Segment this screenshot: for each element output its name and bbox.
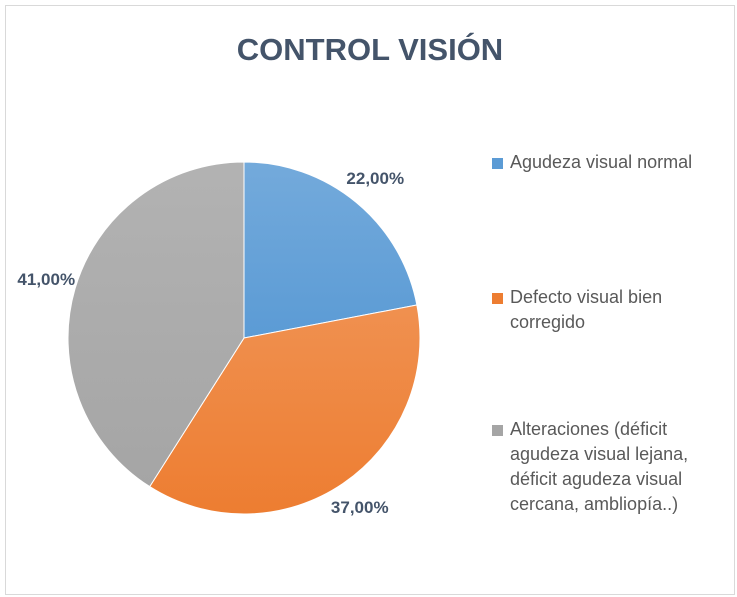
legend-label: Agudeza visual normal <box>510 152 693 172</box>
data-label: 22,00% <box>346 169 404 188</box>
pie-slice <box>243 161 418 339</box>
data-label: 37,00% <box>331 498 389 517</box>
legend-label: Alteraciones (déficit agudeza visual lej… <box>510 419 689 514</box>
legend-label: Defecto visual bien corregido <box>510 287 663 332</box>
pie-slice <box>67 161 245 488</box>
legend-entry: Alteraciones (déficit agudeza visual lej… <box>492 417 727 517</box>
pie-slice <box>149 304 421 515</box>
legend-entry: Defecto visual bien corregido <box>492 285 727 335</box>
legend-swatch <box>492 425 503 436</box>
legend-swatch <box>492 293 503 304</box>
data-label: 41,00% <box>17 270 75 289</box>
legend-swatch <box>492 158 503 169</box>
chart-title: CONTROL VISIÓN <box>237 31 503 67</box>
legend-entry: Agudeza visual normal <box>492 150 727 175</box>
